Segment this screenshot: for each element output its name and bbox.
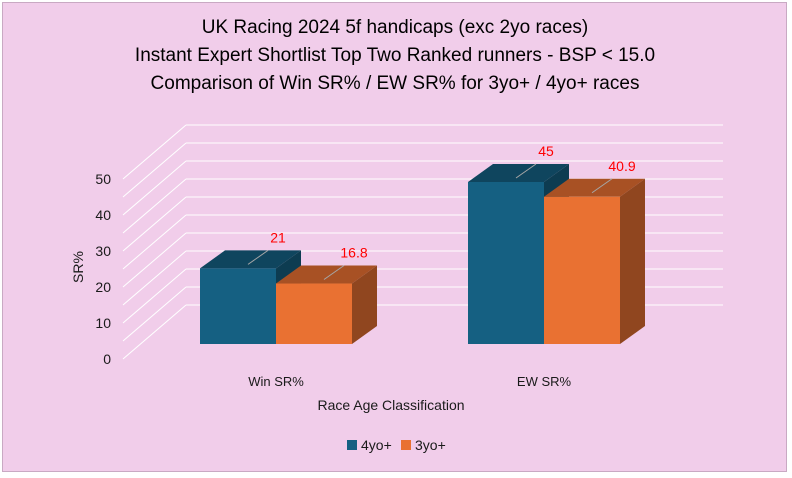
data-labels: 21 16.8 45 40.9 <box>270 143 636 261</box>
data-label: 45 <box>538 143 554 159</box>
bar-3yo+-Win SR% <box>276 265 377 344</box>
chart-area: UK Racing 2024 5f handicaps (exc 2yo rac… <box>2 2 787 472</box>
data-label: 40.9 <box>608 158 635 174</box>
gridline-side <box>122 250 187 306</box>
leader-line <box>247 249 269 265</box>
y-tick-label: 20 <box>95 279 111 295</box>
bar-top-face <box>200 250 301 269</box>
y-tick-label: 0 <box>103 351 111 367</box>
bar-side-face <box>352 265 377 344</box>
y-tick-label: 30 <box>95 243 111 259</box>
legend-swatch <box>347 440 357 450</box>
gridline-side <box>122 232 187 288</box>
bar-front-face <box>200 268 276 344</box>
bar-top-face <box>468 164 569 182</box>
y-axis-title: SR% <box>70 251 86 283</box>
chart-title-line-1: UK Racing 2024 5f handicaps (exc 2yo rac… <box>202 17 589 38</box>
gridline-side <box>122 178 187 234</box>
gridline-side <box>122 160 187 216</box>
gridline-side <box>122 142 187 198</box>
legend-item-3yo+: 3yo+ <box>401 437 446 453</box>
gridline-side <box>122 268 187 324</box>
data-label: 16.8 <box>340 245 367 261</box>
chart-title: UK Racing 2024 5f handicaps (exc 2yo rac… <box>135 17 655 94</box>
bars <box>200 164 645 344</box>
bar-top-face <box>276 265 377 284</box>
legend-label: 4yo+ <box>361 437 392 453</box>
x-category-label: EW SR% <box>517 374 572 389</box>
gridline-side <box>122 286 187 342</box>
legend-swatch <box>401 440 411 450</box>
bar-front-face <box>468 182 544 344</box>
leader-line <box>591 178 613 194</box>
gridline-side <box>122 196 187 252</box>
x-axis-categories: Win SR% EW SR% <box>248 374 571 389</box>
y-axis-ticks: 0 10 20 30 40 50 <box>95 171 111 367</box>
bar-side-face <box>620 178 645 344</box>
chart-svg: UK Racing 2024 5f handicaps (exc 2yo rac… <box>70 17 723 453</box>
gridline-side <box>122 214 187 270</box>
y-tick-label: 50 <box>95 171 111 187</box>
x-axis-title: Race Age Classification <box>317 397 464 413</box>
y-tick-label: 10 <box>95 315 111 331</box>
leader-lines <box>247 163 613 280</box>
legend-label: 3yo+ <box>415 437 446 453</box>
legend: 4yo+ 3yo+ <box>347 437 446 453</box>
bar-3yo+-EW SR% <box>544 178 645 344</box>
y-tick-label: 40 <box>95 207 111 223</box>
bar-front-face <box>544 196 620 344</box>
leader-line <box>515 163 537 179</box>
legend-item-4yo+: 4yo+ <box>347 437 392 453</box>
bar-top-face <box>544 178 645 197</box>
gridline-side <box>122 124 187 180</box>
chart-title-line-2: Instant Expert Shortlist Top Two Ranked … <box>135 45 655 66</box>
x-category-label: Win SR% <box>248 374 304 389</box>
bar-front-face <box>276 283 352 344</box>
chart-title-line-3: Comparison of Win SR% / EW SR% for 3yo+ … <box>151 73 640 94</box>
data-label: 21 <box>270 229 286 245</box>
gridline-side <box>122 304 187 360</box>
leader-line <box>323 265 345 280</box>
